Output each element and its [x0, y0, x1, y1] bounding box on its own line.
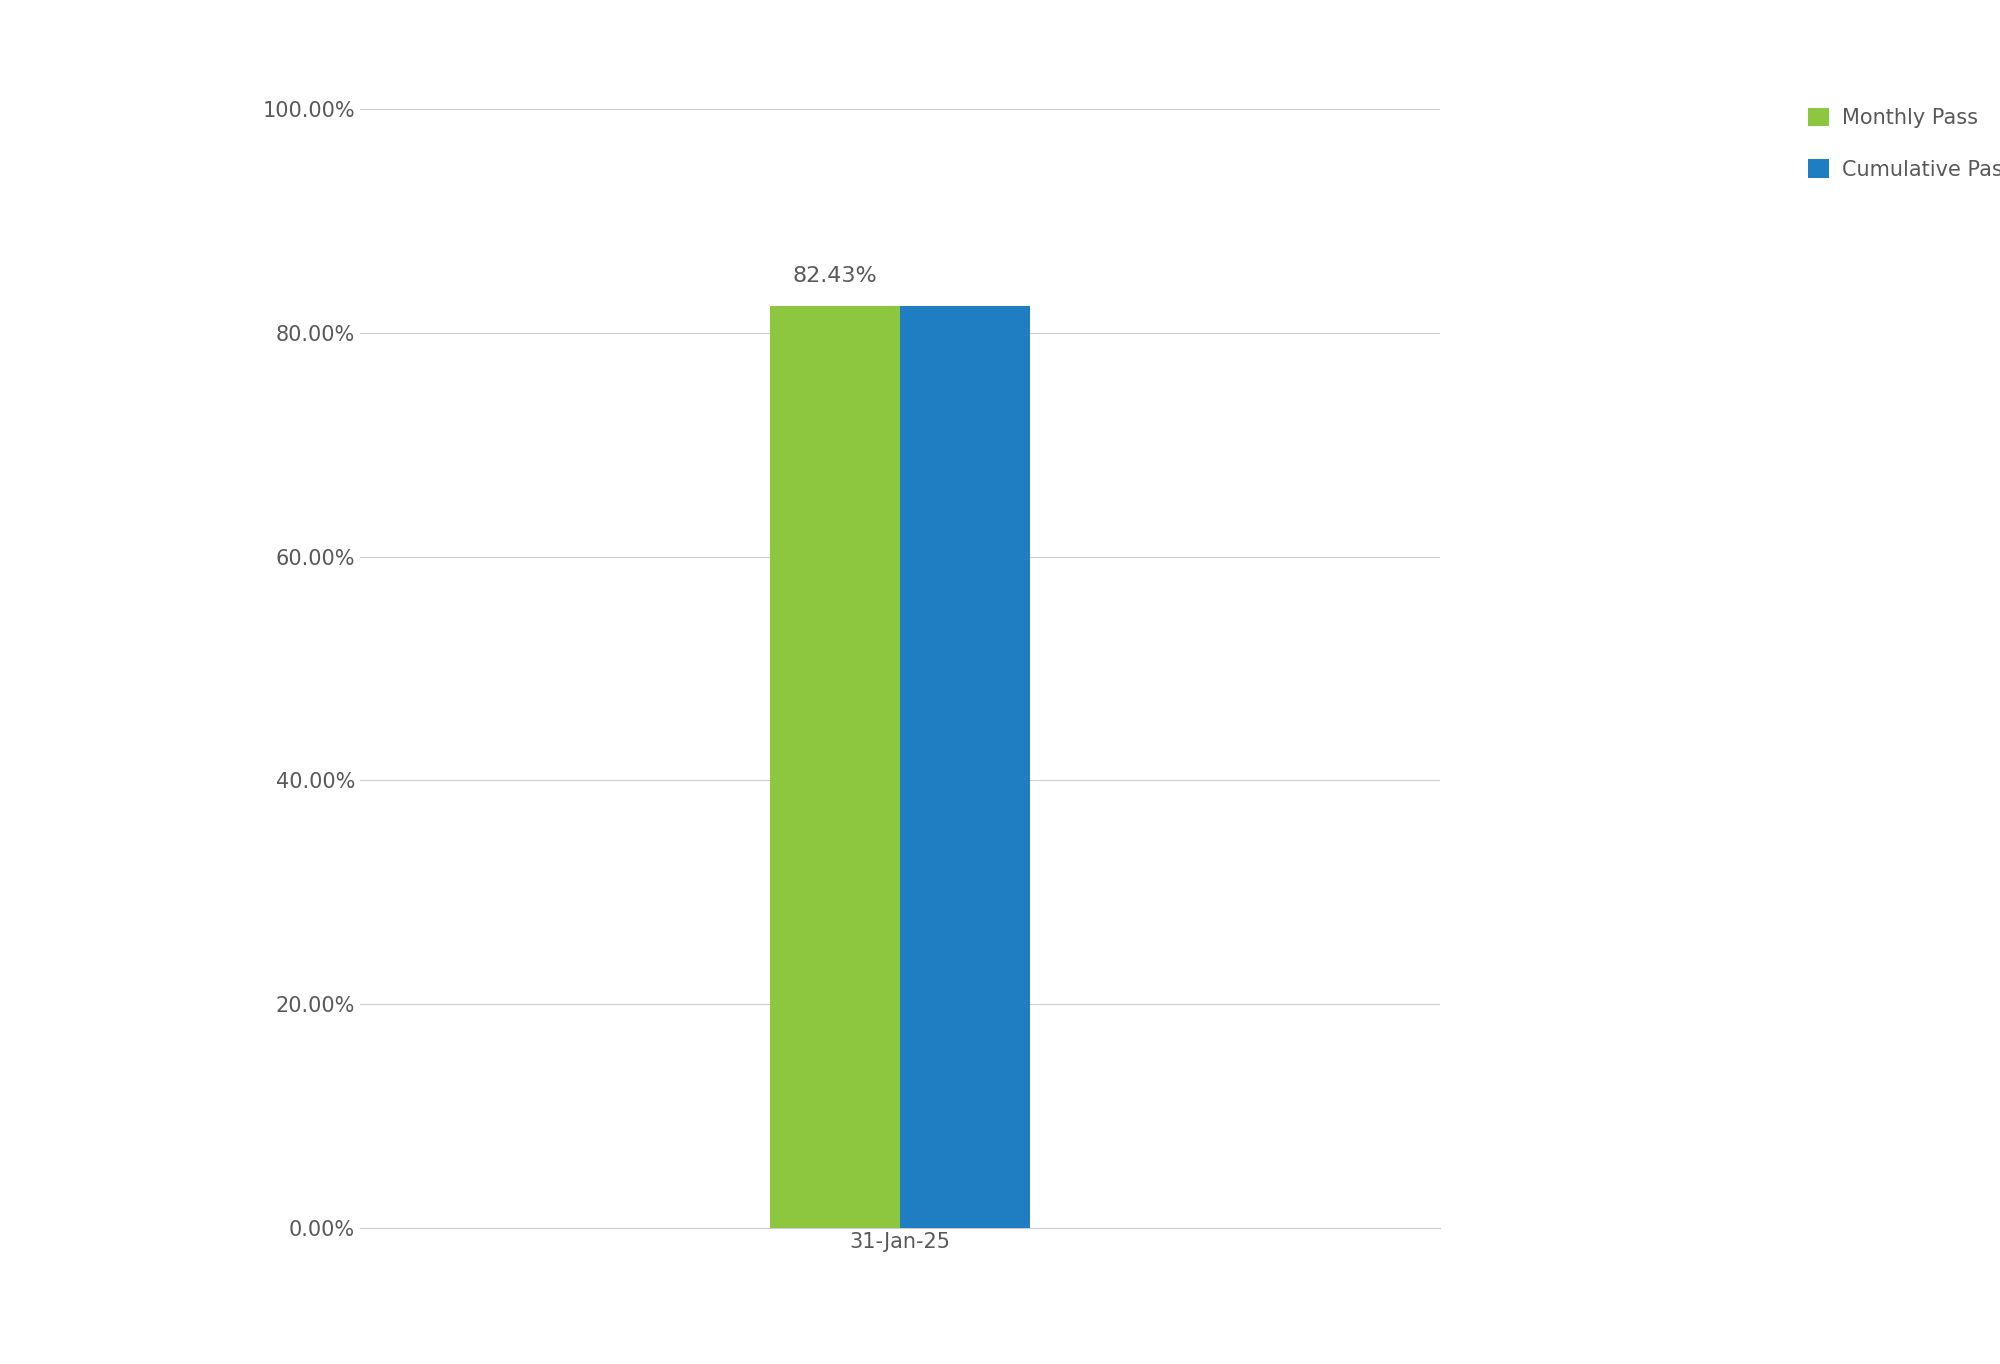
Bar: [770, 306, 900, 1228]
Legend: Monthly Pass, Cumulative Pass: Monthly Pass, Cumulative Pass: [1798, 97, 2000, 190]
Text: 82.43%: 82.43%: [792, 266, 878, 285]
Bar: [900, 306, 1030, 1228]
